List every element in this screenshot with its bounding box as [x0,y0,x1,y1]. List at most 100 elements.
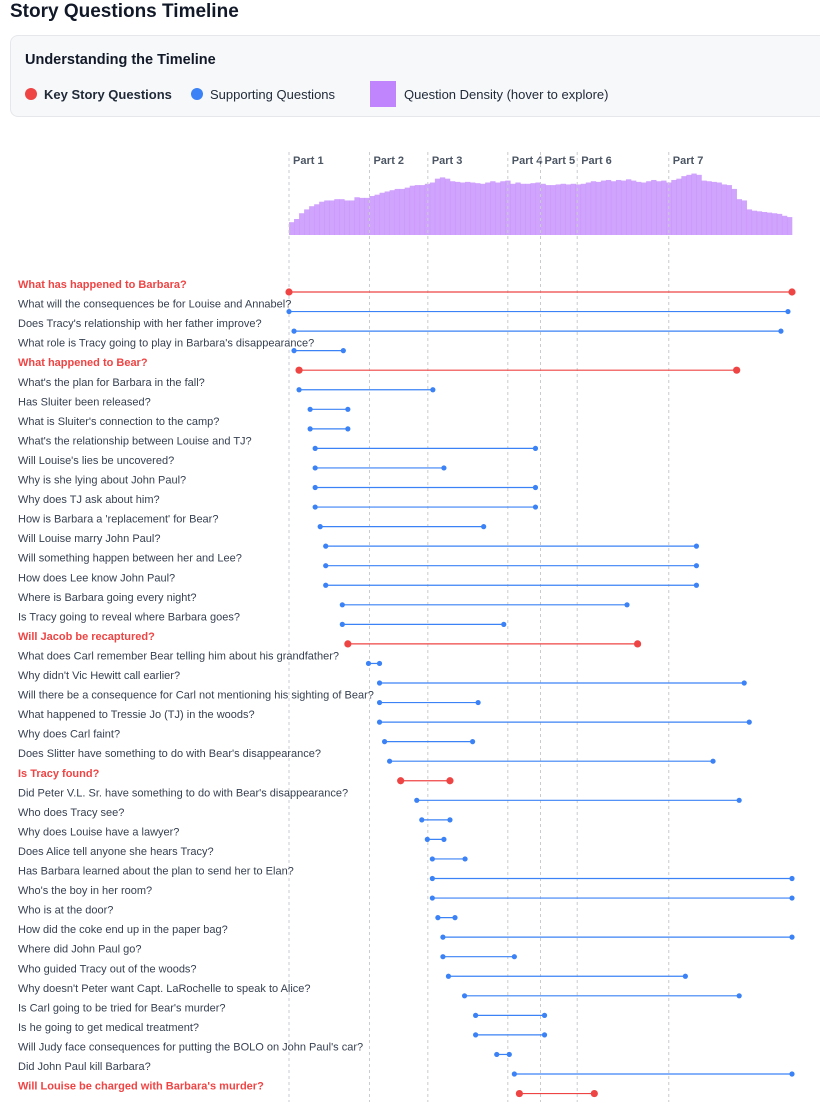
supporting-question-row[interactable]: Why does Louise have a lawyer? [18,826,447,843]
density-bar[interactable] [510,183,516,235]
density-histogram[interactable] [289,173,793,235]
supporting-question-row[interactable]: Does Alice tell anyone she hears Tracy? [18,846,468,862]
supporting-question-row[interactable]: Why is she lying about John Paul? [18,475,539,491]
density-bar[interactable] [349,200,355,235]
density-bar[interactable] [696,174,702,235]
supporting-question-row[interactable]: What is Sluiter's connection to the camp… [18,416,351,432]
density-bar[interactable] [656,181,662,235]
density-bar[interactable] [344,200,350,235]
supporting-question-row[interactable]: Will there be a consequence for Carl not… [18,690,481,706]
density-bar[interactable] [736,199,742,235]
density-bar[interactable] [761,211,768,235]
density-bar[interactable] [294,219,300,235]
supporting-question-row[interactable]: Is he going to get medical treatment? [18,1022,548,1038]
density-bar[interactable] [434,178,441,235]
density-bar[interactable] [580,183,587,235]
supporting-question-row[interactable]: Who guided Tracy out of the woods? [18,963,688,979]
density-bar[interactable] [490,181,496,235]
density-bar[interactable] [595,181,602,235]
density-bar[interactable] [329,200,335,235]
supporting-question-row[interactable]: Did Peter V.L. Sr. have something to do … [18,787,742,803]
density-bar[interactable] [786,217,793,235]
supporting-question-row[interactable]: Where did John Paul go? [18,944,517,960]
density-bar[interactable] [741,200,748,235]
density-bar[interactable] [530,183,536,235]
density-bar[interactable] [454,181,461,235]
density-bar[interactable] [661,180,667,235]
density-bar[interactable] [651,179,657,235]
density-bar[interactable] [746,209,753,235]
density-bar[interactable] [364,197,370,235]
density-bar[interactable] [475,183,481,235]
supporting-question-row[interactable]: What happened to Tressie Jo (TJ) in the … [18,709,752,725]
supporting-question-row[interactable]: What does Carl remember Bear telling him… [18,650,383,667]
density-bar[interactable] [545,185,551,235]
density-bar[interactable] [304,209,310,235]
density-bar[interactable] [575,184,582,235]
density-bar[interactable] [706,181,712,235]
supporting-question-row[interactable]: Will something happen between her and Le… [18,553,700,569]
supporting-question-row[interactable]: Why didn't Vic Hewitt call earlier? [18,670,747,686]
key-question-row[interactable]: Will Louise be charged with Barbara's mu… [18,1081,598,1098]
density-bar[interactable] [615,179,622,235]
key-question-row[interactable]: Is Tracy found? [18,768,454,785]
density-bar[interactable] [384,191,390,235]
supporting-question-row[interactable]: What will the consequences be for Louise… [18,299,791,315]
density-bar[interactable] [550,185,556,235]
supporting-question-row[interactable]: Will Louise marry John Paul? [18,533,700,549]
density-bar[interactable] [600,180,607,235]
density-bar[interactable] [439,177,446,235]
density-bar[interactable] [389,190,395,235]
supporting-question-row[interactable]: Does Tracy's relationship with her fathe… [18,318,784,334]
density-bar[interactable] [585,182,592,235]
density-bar[interactable] [359,197,365,235]
supporting-question-row[interactable]: Why does Carl faint? [18,729,476,745]
density-bar[interactable] [404,187,411,235]
supporting-question-row[interactable]: How is Barbara a 'replacement' for Bear? [18,514,487,530]
density-bar[interactable] [691,173,697,235]
density-bar[interactable] [480,183,486,235]
density-bar[interactable] [751,210,758,235]
supporting-question-row[interactable]: How does Lee know John Paul? [18,572,700,588]
supporting-question-row[interactable]: Why does TJ ask about him? [18,494,539,510]
density-bar[interactable] [620,180,627,235]
density-bar[interactable] [676,178,682,235]
density-bar[interactable] [540,183,546,235]
density-bar[interactable] [570,183,577,235]
supporting-question-row[interactable]: Has Barbara learned about the plan to se… [18,866,795,882]
density-bar[interactable] [776,213,783,235]
density-bar[interactable] [520,183,526,235]
density-bar[interactable] [449,181,456,235]
density-bar[interactable] [646,181,652,235]
density-bar[interactable] [610,181,617,235]
density-bar[interactable] [500,181,506,235]
density-bar[interactable] [605,179,612,235]
density-bar[interactable] [289,222,295,235]
density-bar[interactable] [756,211,763,235]
density-bar[interactable] [731,188,737,235]
density-bar[interactable] [565,184,571,235]
density-bar[interactable] [766,212,773,235]
supporting-question-row[interactable]: Does Slitter have something to do with B… [18,748,716,764]
density-bar[interactable] [394,188,400,235]
supporting-question-row[interactable]: Will Louise's lies be uncovered? [18,455,447,471]
supporting-question-row[interactable]: Where is Barbara going every night? [18,592,630,608]
density-bar[interactable] [324,200,330,235]
density-bar[interactable] [525,183,531,235]
density-bar[interactable] [334,199,340,235]
supporting-question-row[interactable]: Who does Tracy see? [18,807,453,823]
supporting-question-row[interactable]: What's the relationship between Louise a… [18,435,539,451]
supporting-question-row[interactable]: Why doesn't Peter want Capt. LaRochelle … [18,983,742,999]
supporting-question-row[interactable]: Did John Paul kill Barbara? [18,1061,795,1077]
supporting-question-row[interactable]: What role is Tracy going to play in Barb… [18,338,346,354]
supporting-question-row[interactable]: Is Carl going to be tried for Bear's mur… [18,1002,548,1018]
density-bar[interactable] [781,215,788,235]
density-bar[interactable] [701,180,707,235]
density-bar[interactable] [771,213,778,235]
density-bar[interactable] [414,185,421,235]
density-bar[interactable] [399,188,405,235]
density-bar[interactable] [379,192,385,235]
density-bar[interactable] [681,176,687,235]
density-bar[interactable] [636,181,642,235]
density-bar[interactable] [535,182,541,235]
